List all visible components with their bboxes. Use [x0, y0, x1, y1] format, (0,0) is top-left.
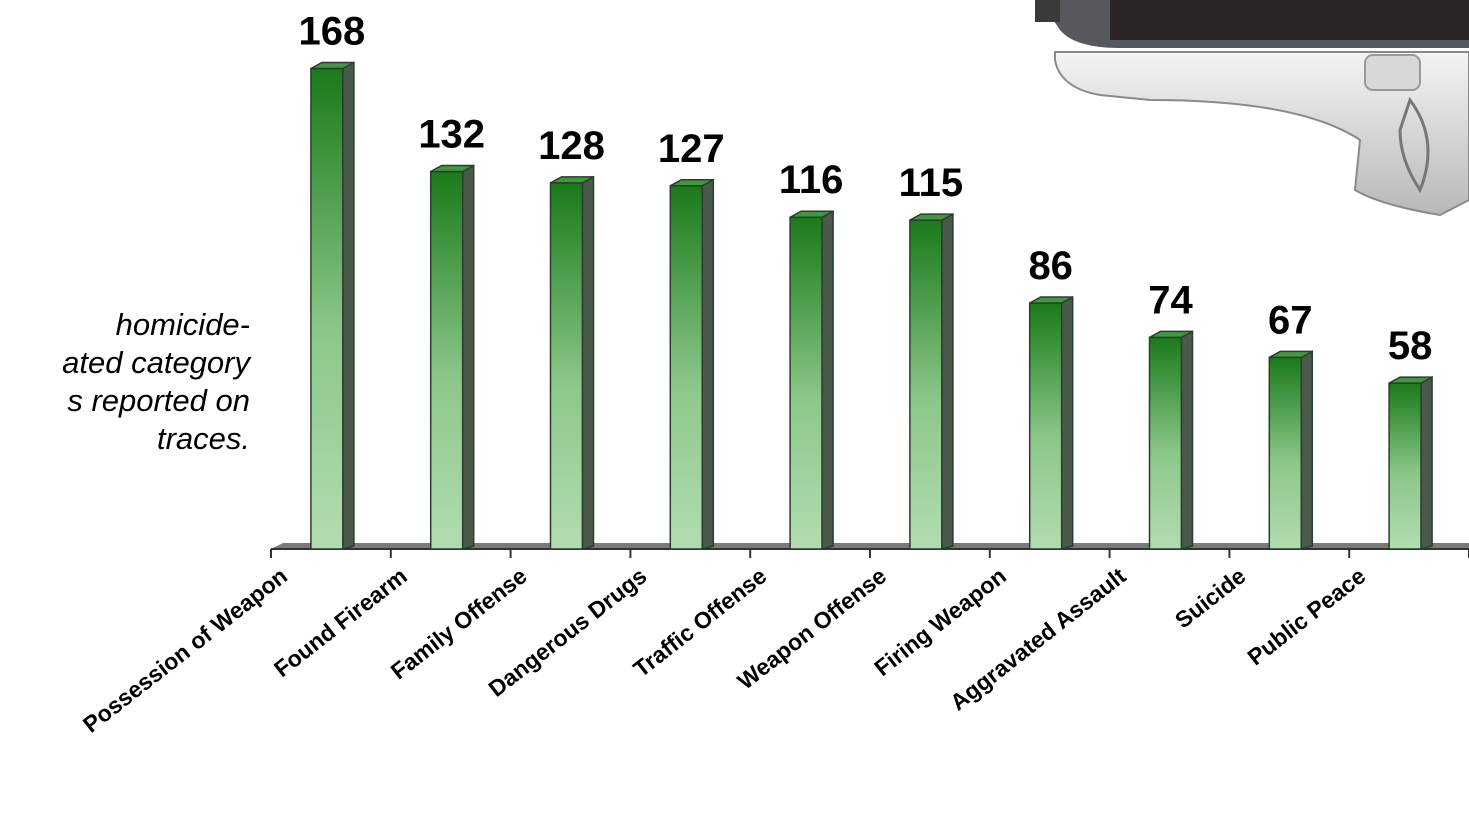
bar-front: [429, 170, 464, 550]
bar: [909, 212, 954, 550]
bar: [1148, 330, 1194, 550]
bar-top: [909, 213, 954, 221]
bar-front: [310, 67, 344, 550]
bar-top: [1149, 330, 1193, 339]
handgun-image: [1035, 0, 1469, 217]
bar-side: [1180, 330, 1194, 550]
bar-side: [941, 212, 954, 550]
bar-side: [342, 61, 355, 550]
gun-slide-dark: [1110, 0, 1469, 40]
bar: [1268, 350, 1314, 550]
bar-value-label: 116: [779, 158, 844, 202]
bar-top: [789, 210, 834, 218]
bar-side: [1060, 295, 1074, 550]
bar: [1028, 295, 1074, 550]
gun-slide-stop: [1364, 54, 1421, 91]
annotation-line-4: traces.: [156, 421, 250, 456]
bar-top: [1029, 296, 1074, 304]
bar-side: [1420, 375, 1433, 550]
bar-side: [461, 164, 475, 550]
bar-top: [550, 176, 594, 184]
bar-value-label: 128: [538, 124, 605, 168]
bar-top: [1388, 376, 1433, 384]
bar-value-label: 67: [1268, 298, 1313, 342]
x-tick-label: Possession of Weapon: [78, 562, 292, 737]
x-tick-label: Public Peace: [1242, 562, 1370, 670]
bar-side: [701, 178, 715, 550]
value-labels: 168 132 128 127 116 115 86 74 67 58: [299, 10, 1433, 369]
annotation-text: homicide- ated category s reported on tr…: [0, 306, 250, 458]
bar-front: [549, 182, 584, 550]
bar-value-label: 168: [299, 10, 366, 54]
gun-trigger-guard: [1398, 96, 1430, 194]
bar: [1388, 375, 1433, 550]
bar-front: [789, 216, 823, 550]
annotation-line-1: homicide-: [115, 307, 250, 342]
bar-front: [1388, 382, 1422, 550]
bar-value-label: 74: [1148, 278, 1193, 322]
bar-value-label: 58: [1388, 324, 1433, 368]
bar-value-label: 86: [1028, 244, 1073, 288]
bar: [669, 178, 715, 550]
bar-front: [909, 219, 943, 550]
bar-front: [1148, 336, 1183, 550]
bar-front: [1028, 302, 1063, 550]
bar-value-label: 127: [658, 127, 725, 171]
bar-value-label: 132: [418, 112, 485, 156]
bar-side: [581, 175, 595, 550]
bar: [310, 61, 355, 550]
bar-front: [1268, 356, 1303, 550]
bar-side: [1300, 350, 1314, 550]
bar-front: [669, 185, 704, 550]
bar: [789, 209, 834, 550]
bar: [429, 164, 475, 550]
x-axis-ticks: [270, 549, 1469, 558]
bar-value-label: 115: [899, 161, 964, 205]
gun-front-cap: [1035, 0, 1060, 22]
x-tick-label: Suicide: [1170, 562, 1250, 633]
bar-top: [669, 179, 714, 187]
bar: [549, 175, 595, 550]
annotation-line-2: ated category: [62, 345, 250, 380]
bar-top: [310, 61, 355, 70]
annotation-line-3: s reported on: [67, 383, 250, 418]
bar-side: [821, 209, 834, 550]
gun-frame: [1054, 51, 1469, 217]
bars: [310, 61, 1433, 550]
bar-top: [430, 164, 475, 173]
bar-top: [1268, 350, 1313, 359]
